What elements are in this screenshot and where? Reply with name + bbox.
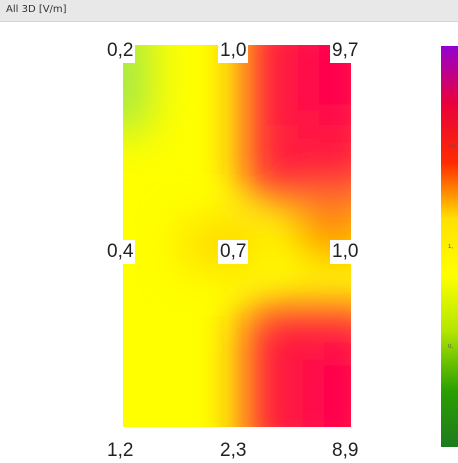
color-legend: 10 1, 0,	[441, 46, 458, 447]
legend-tick-mid: 1,	[448, 244, 454, 250]
heat-blob-bottom-right-inner	[303, 345, 351, 427]
value-label-r0-c0: 0,2	[105, 39, 136, 63]
title-bar: All 3D [V/m]	[0, 0, 458, 22]
field-heatmap	[123, 45, 351, 427]
value-label-r1-c2: 1,0	[330, 240, 361, 264]
legend-tick-low: 0,	[448, 344, 454, 350]
value-label-r2-c2: 8,9	[330, 439, 361, 463]
value-label-r2-c0: 1,2	[105, 439, 136, 463]
value-label-r0-c2: 9,7	[330, 39, 361, 63]
value-label-r1-c1: 0,7	[218, 240, 249, 264]
value-label-r0-c1: 1,0	[218, 39, 249, 63]
value-label-r2-c1: 2,3	[218, 439, 249, 463]
window-title: All 3D [V/m]	[6, 4, 67, 15]
heatmap-canvas	[123, 45, 351, 427]
value-label-r1-c0: 0,4	[105, 240, 136, 264]
legend-tick-high: 10	[448, 144, 455, 150]
